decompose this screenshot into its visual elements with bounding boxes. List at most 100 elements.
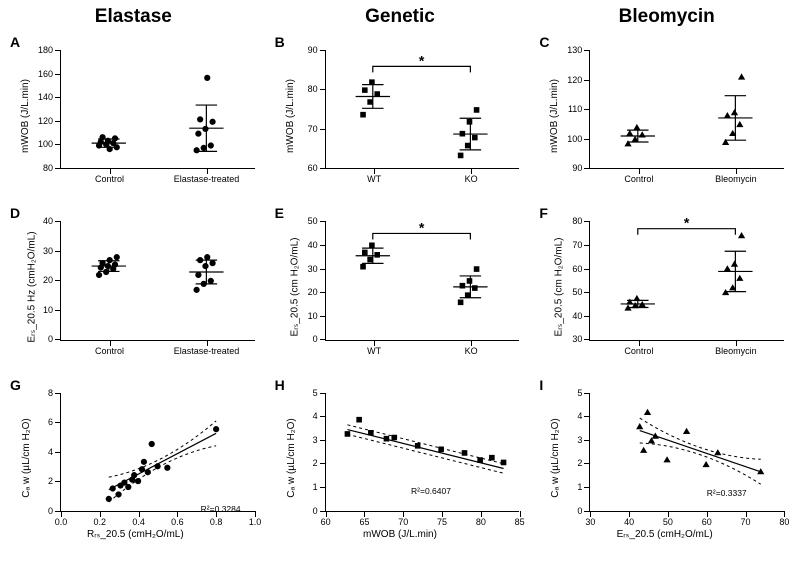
y-tick-label: 120 [38, 116, 53, 126]
panel-letter: F [539, 205, 548, 221]
x-axis-label: Eᵣₛ_20.5 (cmH₂O/mL) [617, 529, 713, 540]
y-tick-label: 40 [308, 240, 318, 250]
panel-B: BmWOB (J/L.min) 60708090*WTKO [271, 32, 530, 199]
y-tick-label: 3 [577, 435, 582, 445]
x-tick-label: 0.2 [94, 517, 107, 527]
x-tick-label: 85 [515, 517, 525, 527]
plot-area: 01020304050*WTKO [325, 221, 520, 340]
svg-text:*: * [684, 215, 690, 231]
y-axis-label: Eᵣₛ_20.5 (cm H₂O/mL) [554, 238, 565, 337]
svg-text:*: * [419, 220, 425, 236]
y-tick-label: 60 [308, 163, 318, 173]
y-axis-label: mWOB (J/L.min) [549, 79, 560, 153]
panel-I: I Cₐ w (µL/cm H₂O) Eᵣₛ_20.5 (cmH₂O/mL) 0123… [535, 375, 794, 542]
y-tick-label: 30 [43, 246, 53, 256]
chart-svg [60, 393, 255, 513]
y-tick-label: 70 [572, 240, 582, 250]
panel-D: D Eᵣₛ_20.5 Hz (cmH₂O/mL) 010203040ControlE… [6, 203, 265, 370]
plot-area: 010203040ControlElastase-treated [60, 221, 255, 340]
plot-area: 012345304050607080R²=0.3337 [589, 393, 784, 512]
y-tick-label: 80 [572, 216, 582, 226]
x-tick-label: 80 [476, 517, 486, 527]
chart-svg: * [589, 221, 784, 341]
y-tick-label: 100 [567, 134, 582, 144]
figure-wrap: Elastase Genetic Bleomycin AmWOB (J/L.mi… [0, 0, 800, 567]
y-tick-label: 30 [572, 334, 582, 344]
plot-area: 304050607080*ControlBleomycin [589, 221, 784, 340]
y-tick-label: 4 [313, 411, 318, 421]
y-tick-label: 1 [577, 482, 582, 492]
column-headings: Elastase Genetic Bleomycin [0, 6, 800, 28]
heading-elastase: Elastase [0, 6, 267, 28]
y-tick-label: 8 [48, 388, 53, 398]
y-tick-label: 100 [38, 139, 53, 149]
plot-area: 60708090*WTKO [325, 50, 520, 169]
y-tick-label: 2 [313, 458, 318, 468]
panel-A: AmWOB (J/L.min)80100120140160180ControlE… [6, 32, 265, 199]
panel-letter: H [275, 377, 285, 393]
x-category-label: WT [367, 174, 381, 184]
x-tick-label: 75 [437, 517, 447, 527]
x-tick-label: 80 [779, 517, 789, 527]
y-tick-label: 20 [308, 287, 318, 297]
panel-grid: AmWOB (J/L.min)80100120140160180ControlE… [0, 28, 800, 548]
y-tick-label: 40 [43, 216, 53, 226]
x-category-label: KO [465, 346, 478, 356]
y-tick-label: 4 [48, 447, 53, 457]
y-tick-label: 10 [308, 311, 318, 321]
y-tick-label: 0 [313, 506, 318, 516]
x-tick-label: 40 [624, 517, 634, 527]
x-category-label: Control [95, 346, 124, 356]
y-tick-label: 2 [48, 476, 53, 486]
chart-svg: * [324, 221, 519, 341]
panel-letter: D [10, 205, 20, 221]
panel-C: CmWOB (J/L.min)90100110120130ControlBleo… [535, 32, 794, 199]
chart-svg [60, 221, 255, 341]
panel-letter: G [10, 377, 21, 393]
panel-letter: I [539, 377, 543, 393]
y-tick-label: 1 [313, 482, 318, 492]
y-axis-label: Cₐ w (µL/cm H₂O) [550, 419, 561, 498]
x-tick-label: 65 [359, 517, 369, 527]
panel-F: FEᵣₛ_20.5 (cm H₂O/mL)304050607080*Contro… [535, 203, 794, 370]
y-tick-label: 60 [572, 264, 582, 274]
y-tick-label: 0 [48, 334, 53, 344]
y-tick-label: 20 [43, 275, 53, 285]
y-axis-label: Eᵣₛ_20.5 Hz (cmH₂O/mL) [27, 231, 38, 342]
y-tick-label: 2 [577, 458, 582, 468]
y-tick-label: 160 [38, 69, 53, 79]
y-tick-label: 180 [38, 45, 53, 55]
y-tick-label: 120 [567, 75, 582, 85]
panel-G: GCₐ w (µL/cm H₂O)Rᵣₛ_20.5 (cmH₂O/mL)0246… [6, 375, 265, 542]
plot-area: 012345606570758085R²=0.6407 [325, 393, 520, 512]
heading-bleomycin: Bleomycin [533, 6, 800, 28]
x-category-label: Bleomycin [715, 346, 757, 356]
x-tick-label: 70 [398, 517, 408, 527]
panel-letter: B [275, 34, 285, 50]
panel-letter: E [275, 205, 284, 221]
x-tick-label: 60 [321, 517, 331, 527]
x-tick-label: 60 [702, 517, 712, 527]
x-tick-label: 70 [741, 517, 751, 527]
y-tick-label: 5 [577, 388, 582, 398]
y-tick-label: 3 [313, 435, 318, 445]
y-tick-label: 0 [313, 334, 318, 344]
x-category-label: Bleomycin [715, 174, 757, 184]
y-tick-label: 40 [572, 311, 582, 321]
y-axis-label: Cₐ w (µL/cm H₂O) [285, 419, 296, 498]
plot-area: 024680.00.20.40.60.81.0R²=0.3284 [60, 393, 255, 512]
y-tick-label: 80 [43, 163, 53, 173]
y-tick-label: 50 [572, 287, 582, 297]
x-category-label: Elastase-treated [174, 174, 240, 184]
y-axis-label: Cₐ w (µL/cm H₂O) [21, 419, 32, 498]
y-tick-label: 110 [568, 104, 582, 114]
y-tick-label: 80 [308, 84, 318, 94]
svg-text:*: * [419, 52, 425, 68]
x-tick-label: 0.4 [132, 517, 145, 527]
x-category-label: Control [95, 174, 124, 184]
y-axis-label: mWOB (J/L.min) [284, 79, 295, 153]
x-category-label: Elastase-treated [174, 346, 240, 356]
r-squared-label: R²=0.3284 [201, 504, 241, 514]
y-tick-label: 4 [577, 411, 582, 421]
x-category-label: Control [624, 346, 653, 356]
